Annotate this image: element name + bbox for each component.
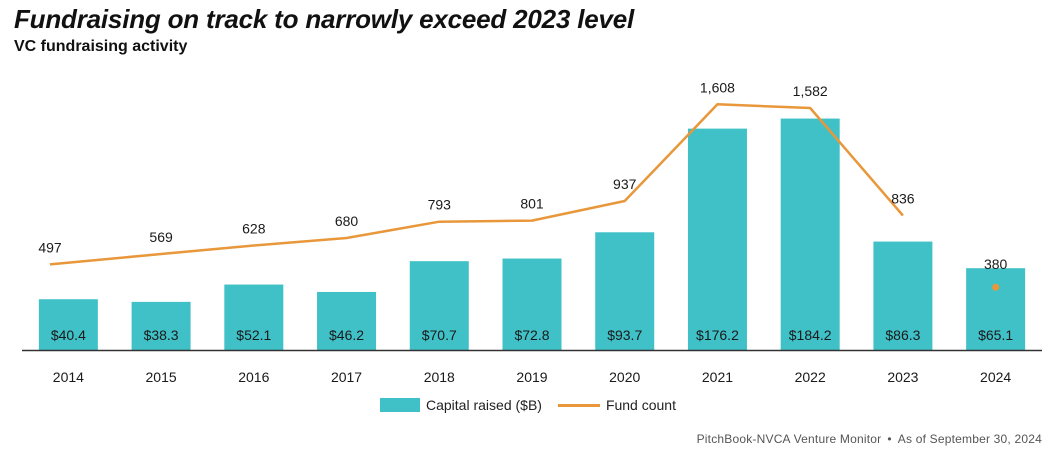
line-label-2014: 497 (38, 239, 62, 255)
line-label-2021: 1,608 (700, 79, 735, 95)
x-tick-2017: 2017 (331, 369, 362, 385)
legend-bar-label: Capital raised ($B) (426, 397, 542, 413)
bar-label-2019: $72.8 (514, 327, 549, 343)
legend-line-label: Fund count (605, 397, 676, 413)
bar-2024 (966, 268, 1026, 350)
bar-label-2016: $52.1 (236, 327, 271, 343)
x-tick-2020: 2020 (609, 369, 640, 385)
source-note: PitchBook-NVCA Venture Monitor • As of Sep… (697, 432, 1042, 446)
x-tick-2023: 2023 (887, 369, 918, 385)
line-label-2024: 380 (984, 256, 1008, 272)
x-tick-2016: 2016 (238, 369, 269, 385)
legend-item-fund-count: Fund count (557, 397, 676, 413)
x-tick-2022: 2022 (795, 369, 826, 385)
chart-subtitle: VC fundraising activity (14, 38, 188, 55)
legend-bar-swatch (380, 398, 420, 412)
bar-label-2020: $93.7 (607, 327, 642, 343)
bar-label-2017: $46.2 (329, 327, 364, 343)
bar-label-2023: $86.3 (885, 327, 920, 343)
bar-2023 (873, 241, 933, 350)
x-tick-2024: 2024 (980, 369, 1011, 385)
bar-2019 (502, 258, 562, 350)
bar-label-2022: $184.2 (789, 327, 832, 343)
fund-count-line (49, 103, 904, 266)
fund-count-point-2024 (992, 283, 1000, 291)
legend-line-swatch (557, 403, 600, 407)
bar-label-2014: $40.4 (51, 327, 86, 343)
chart-title: Fundraising on track to narrowly exceed … (14, 4, 635, 34)
x-tick-2014: 2014 (53, 369, 84, 385)
bar-2021 (687, 128, 747, 350)
x-tick-2015: 2015 (146, 369, 177, 385)
line-label-2023: 836 (891, 191, 915, 207)
x-tick-2021: 2021 (702, 369, 733, 385)
line-label-2019: 801 (520, 196, 544, 212)
bar-2018 (409, 261, 469, 350)
bar-2016 (224, 284, 284, 350)
bar-label-2015: $38.3 (144, 327, 179, 343)
x-tick-2019: 2019 (516, 369, 547, 385)
line-label-2016: 628 (242, 220, 266, 236)
line-label-2022: 1,582 (793, 83, 828, 99)
bar-label-2024: $65.1 (978, 327, 1013, 343)
source-separator: • (887, 432, 892, 446)
source-name: PitchBook-NVCA Venture Monitor (696, 432, 882, 446)
bar-2014 (38, 299, 98, 350)
bar-2015 (131, 301, 191, 350)
line-label-2017: 680 (335, 213, 359, 229)
bar-2017 (317, 291, 377, 350)
source-date: As of September 30, 2024 (897, 432, 1042, 446)
x-tick-2018: 2018 (424, 369, 455, 385)
bar-2022 (780, 118, 840, 350)
legend: Capital raised ($B) Fund count (0, 397, 1056, 413)
line-label-2015: 569 (149, 229, 173, 245)
line-label-2020: 937 (613, 176, 637, 192)
bar-label-2021: $176.2 (696, 327, 739, 343)
legend-item-capital: Capital raised ($B) (380, 397, 542, 413)
bar-label-2018: $70.7 (422, 327, 457, 343)
bar-2020 (595, 232, 655, 350)
line-label-2018: 793 (428, 197, 452, 213)
